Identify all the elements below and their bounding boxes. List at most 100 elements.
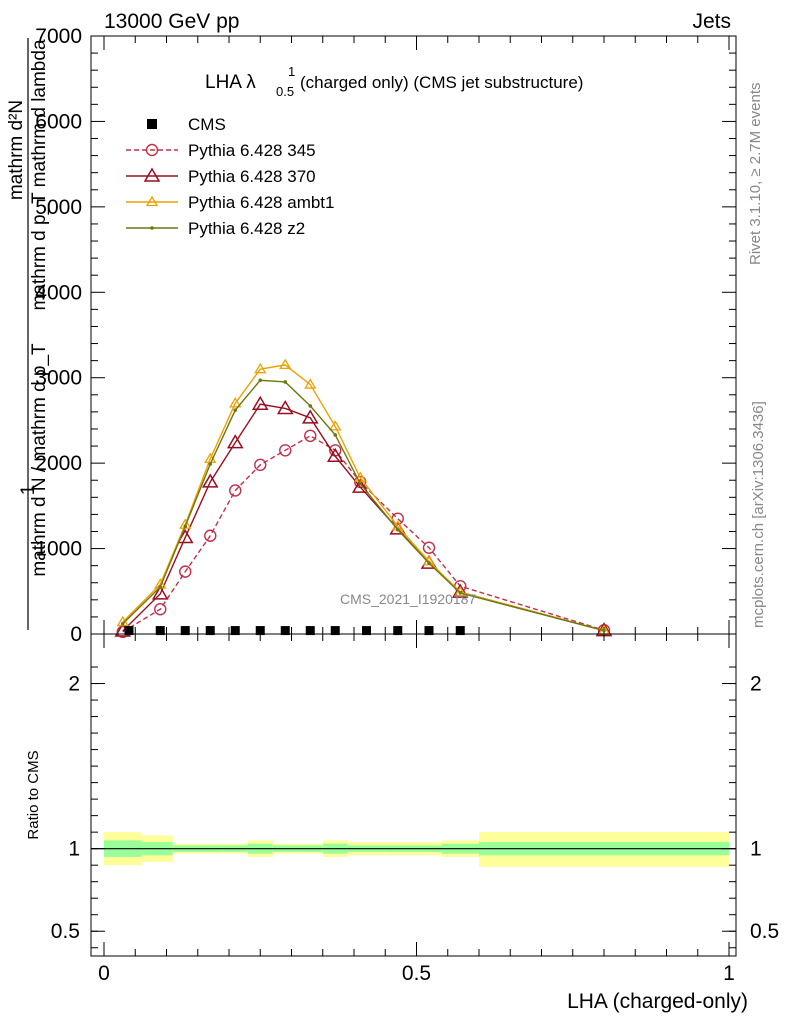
legend: CMS Pythia 6.428 345 Pythia 6.428 370 Pythi…	[126, 115, 334, 238]
legend-marker-cms	[147, 119, 157, 129]
data-point	[151, 585, 169, 600]
ratio-ytick-label: 1	[68, 838, 80, 861]
ytick-label: 0	[70, 623, 82, 646]
data-point	[120, 621, 125, 626]
data-point	[308, 404, 313, 408]
data-point	[226, 434, 244, 449]
data-point	[201, 473, 219, 488]
legend-entry: Pythia 6.428 ambt1	[126, 193, 334, 212]
legend-label: CMS	[188, 115, 226, 134]
legend-entry: Pythia 6.428 370	[126, 167, 316, 186]
data-point	[354, 471, 367, 482]
title-main: LHA λ	[205, 72, 256, 93]
data-point	[326, 447, 344, 463]
cms-data-point	[205, 626, 215, 636]
ytick-label: 6000	[35, 110, 82, 133]
data-point	[329, 420, 342, 431]
cms-data-point	[124, 626, 134, 636]
legend-entry: CMS	[147, 115, 226, 134]
series-line	[122, 364, 605, 632]
title-superscript: 1	[288, 64, 295, 79]
ratio-ytick-label: 0.5	[51, 920, 80, 943]
ratio-plot-area: 0.5 0.5 1 1 2 2	[51, 634, 779, 956]
xtick-label: 0.5	[402, 962, 431, 985]
data-point	[304, 429, 317, 443]
ytick-label: 3000	[35, 367, 82, 390]
ytick-label: 1000	[35, 538, 82, 561]
y-axis-label-denominator: mathrm d N / mathrm d p_T	[29, 343, 50, 577]
cms-data-point	[305, 626, 315, 636]
data-point	[279, 444, 292, 457]
cms-data-point	[455, 626, 465, 636]
ytick-label: 4000	[35, 281, 82, 304]
series-line	[122, 434, 605, 633]
plot-title: LHA λ 1 0.5 (charged only) (CMS jet subs…	[205, 64, 583, 99]
cms-data-point	[424, 626, 434, 636]
data-point	[254, 458, 267, 472]
header-left: 13000 GeV pp	[104, 10, 239, 33]
legend-label: Pythia 6.428 ambt1	[188, 193, 334, 212]
data-point	[276, 399, 294, 415]
data-point	[233, 408, 238, 412]
ytick-label: 2000	[35, 452, 82, 475]
data-point	[150, 226, 154, 230]
legend-label: Pythia 6.428 345	[188, 141, 316, 160]
data-point	[145, 195, 159, 207]
mcplots-annotation: mcplots.cern.ch [arXiv:1306.3436]	[750, 401, 767, 628]
data-point	[358, 481, 363, 486]
cms-data-point	[180, 626, 190, 636]
y-axis-label: 1 mathrm d²N mathrm d p_T mathrm d lambd…	[6, 38, 50, 630]
data-point	[204, 529, 217, 542]
legend-label: Pythia 6.428 z2	[188, 219, 305, 238]
cms-data-point	[155, 626, 165, 636]
data-point	[304, 378, 317, 389]
series-line	[122, 379, 605, 632]
header-right: Jets	[692, 10, 731, 33]
y-axis-label-numerator-sub: mathrm d p_T mathrm d lambda	[29, 39, 50, 310]
rivet-annotation: Rivet 3.1.10, ≥ 2.7M events	[747, 83, 764, 266]
main-plot-area: 0 1000 2000 3000 4000 5000 6000 7000	[35, 25, 736, 646]
y-axis-label-numerator: mathrm d²N	[6, 100, 27, 200]
title-subscript: 0.5	[276, 84, 294, 99]
x-axis-label: LHA (charged-only)	[567, 990, 748, 1013]
ytick-label: 7000	[35, 25, 82, 48]
data-point	[602, 628, 606, 633]
cms-data-point	[230, 626, 240, 636]
data-point	[179, 565, 192, 578]
data-point	[158, 585, 163, 589]
legend-entry: Pythia 6.428 345	[126, 141, 316, 160]
ratio-plot-frame	[90, 633, 737, 957]
xtick-label: 1	[723, 962, 735, 985]
cms-data-point	[330, 626, 340, 636]
data-point	[279, 358, 292, 370]
data-point	[458, 591, 463, 595]
data-point	[183, 524, 188, 529]
cms-data-point	[280, 626, 290, 636]
cms-data-point	[393, 626, 403, 636]
data-point	[451, 583, 469, 598]
cms-data-point	[362, 626, 371, 636]
data-point	[427, 561, 431, 565]
data-point	[395, 527, 400, 532]
ratio-ytick-label-right: 0.5	[750, 920, 779, 943]
legend-label: Pythia 6.428 370	[188, 167, 316, 186]
data-point	[254, 362, 267, 374]
analysis-watermark: CMS_2021_I1920187	[340, 591, 476, 607]
data-point	[145, 143, 159, 157]
series-cms	[124, 626, 465, 636]
series-pythia-6-428-z2	[120, 378, 606, 633]
ytick-label: 5000	[35, 196, 82, 219]
ratio-ytick-label-right: 1	[750, 838, 762, 861]
data-point	[333, 433, 338, 437]
data-point	[229, 484, 242, 497]
legend-entry: Pythia 6.428 z2	[126, 219, 305, 238]
data-point	[143, 167, 161, 182]
xtick-label: 0	[98, 962, 110, 985]
data-point	[229, 397, 242, 408]
ratio-ytick-label: 2	[68, 673, 80, 696]
data-point	[351, 478, 369, 493]
data-point	[251, 395, 269, 410]
data-point	[301, 409, 319, 424]
data-point	[258, 378, 263, 383]
